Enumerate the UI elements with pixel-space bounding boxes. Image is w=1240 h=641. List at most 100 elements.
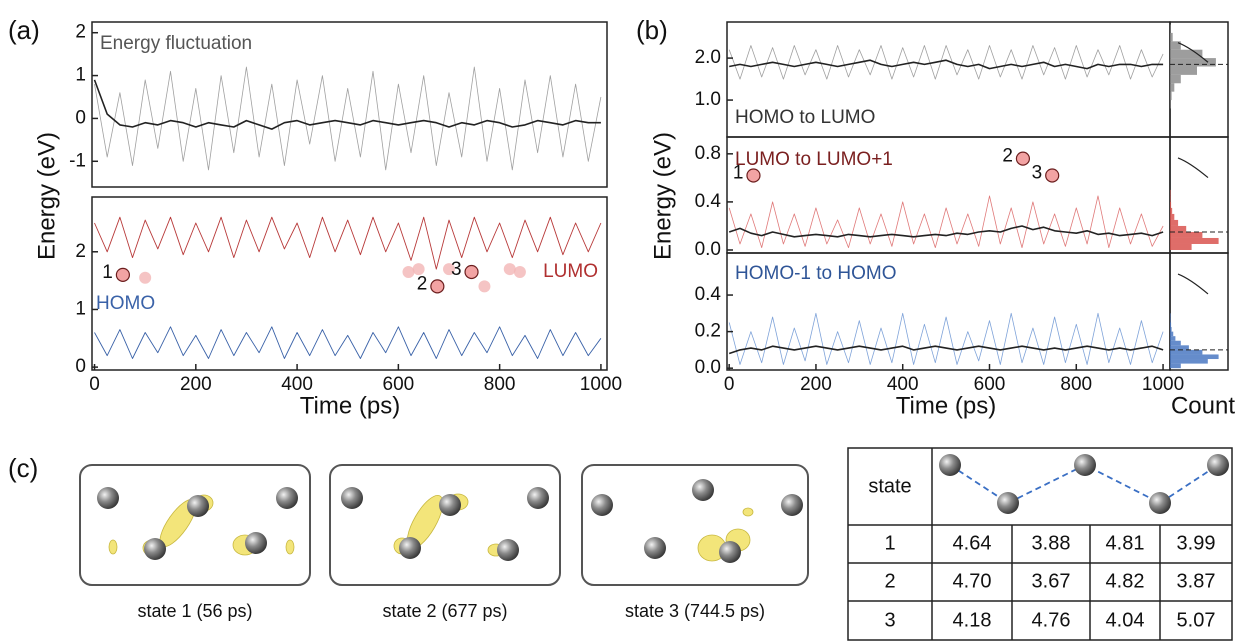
hist-bar	[1170, 213, 1175, 220]
table-cell: 4.76	[1032, 609, 1071, 631]
image-caption: state 1 (56 ps)	[137, 601, 252, 621]
table-cell: 4.18	[953, 609, 992, 631]
marker-label: 3	[451, 259, 462, 280]
x-axis-label: Time (ps)	[300, 392, 400, 419]
state-marker	[1045, 168, 1060, 183]
faint-point	[402, 265, 415, 278]
state-marker	[1015, 151, 1031, 166]
faint-point	[503, 263, 516, 276]
x-tick-label: 0	[89, 374, 100, 395]
arrow	[1177, 157, 1209, 179]
data-line	[728, 45, 1164, 80]
hist-bar	[1170, 100, 1171, 109]
y-tick-label: 0.0	[695, 239, 721, 260]
x-tick-label: 800	[1060, 374, 1092, 395]
marker-label: 2	[417, 273, 428, 294]
y-tick-label: 0.8	[695, 143, 721, 164]
x-tick-label: 1000	[580, 374, 622, 395]
hist-bar	[1170, 58, 1216, 67]
plot-frame	[91, 196, 608, 371]
hist-bar	[1170, 313, 1171, 318]
x-tick-label: 400	[887, 374, 919, 395]
annotation: HOMO to LUMO	[735, 107, 875, 128]
x-tick-label: 800	[484, 374, 516, 395]
data-line	[94, 326, 602, 359]
x-tick-label: 1000	[1142, 374, 1184, 395]
hist-frame	[1169, 252, 1229, 371]
image-caption: state 2 (677 ps)	[382, 601, 507, 621]
x-tick-label: 0	[724, 374, 735, 395]
hist-bar	[1170, 243, 1192, 250]
annotation: LUMO to LUMO+1	[735, 149, 893, 170]
annotation: HOMO	[96, 293, 155, 314]
marker-label: 2	[1002, 146, 1013, 167]
hist-bar	[1170, 231, 1203, 238]
image-frame	[79, 464, 311, 586]
annotation: LUMO	[543, 261, 598, 282]
state-marker	[746, 168, 761, 183]
table-cell: 4.04	[1106, 609, 1145, 631]
hist-bar	[1170, 317, 1171, 323]
y-tick-label: 1.0	[695, 89, 721, 110]
table-cell: 4.64	[953, 532, 992, 554]
table-cell: 5.07	[1177, 609, 1216, 631]
hist-bar	[1170, 83, 1175, 92]
faint-point	[412, 263, 425, 276]
table-cell: 3.87	[1177, 570, 1216, 592]
panel-label: (b)	[636, 15, 668, 45]
y-tick-label: 0	[75, 107, 86, 128]
hist-bar	[1170, 349, 1203, 355]
marker-label: 1	[733, 162, 744, 183]
hist-bar	[1170, 32, 1173, 42]
marker-label: 3	[1032, 162, 1043, 183]
y-tick-label: 0.0	[695, 357, 721, 378]
structure-images	[79, 464, 809, 586]
state-marker	[430, 279, 445, 294]
y-tick-label: 2	[75, 241, 86, 262]
arrow	[1177, 42, 1209, 63]
faint-point	[139, 271, 152, 284]
faint-point	[513, 265, 526, 278]
image-frame	[329, 464, 561, 586]
hist-bar	[1170, 41, 1181, 50]
hist-bar	[1170, 345, 1189, 350]
y-tick-label: 0	[75, 356, 86, 377]
data-line	[94, 66, 602, 171]
hist-bar	[1170, 363, 1181, 369]
hist-bar	[1170, 331, 1174, 337]
hist-bar	[1170, 91, 1172, 101]
hist-bar	[1170, 336, 1176, 341]
state-marker	[464, 264, 479, 280]
panel-label: (a)	[8, 15, 40, 45]
data-line	[728, 225, 1164, 238]
annotation: HOMO-1 to HOMO	[735, 263, 897, 284]
table-cell: 4.70	[953, 570, 992, 592]
hist-bar	[1170, 74, 1181, 84]
marker-label: 1	[102, 262, 113, 283]
hist-bar	[1170, 207, 1173, 214]
x-tick-label: 600	[974, 374, 1006, 395]
faint-point	[478, 280, 491, 293]
table-cell: 4.81	[1106, 532, 1145, 554]
y-axis-label: Energy (eV)	[33, 132, 60, 260]
hist-bar	[1170, 322, 1172, 328]
table-cell: 3.67	[1032, 570, 1071, 592]
hist-bar	[1170, 66, 1197, 75]
table	[847, 447, 1233, 641]
table-cell: 1	[884, 532, 895, 554]
hist-axis-label: Count	[1171, 392, 1235, 419]
x-axis-label: Time (ps)	[896, 392, 996, 419]
data-line	[93, 79, 601, 130]
y-tick-label: 1	[75, 298, 86, 319]
y-tick-label: 0.2	[695, 321, 721, 342]
y-tick-label: 2	[75, 22, 86, 43]
annotation: Energy fluctuation	[100, 33, 252, 54]
panel-label: (c)	[8, 453, 38, 483]
x-tick-label: 600	[383, 374, 415, 395]
hist-bar	[1170, 201, 1172, 208]
y-axis-label: Energy (eV)	[649, 132, 676, 260]
hist-bar	[1170, 195, 1171, 202]
y-tick-label: 1	[75, 65, 86, 86]
state-marker	[115, 267, 130, 282]
hist-bar	[1170, 219, 1179, 226]
